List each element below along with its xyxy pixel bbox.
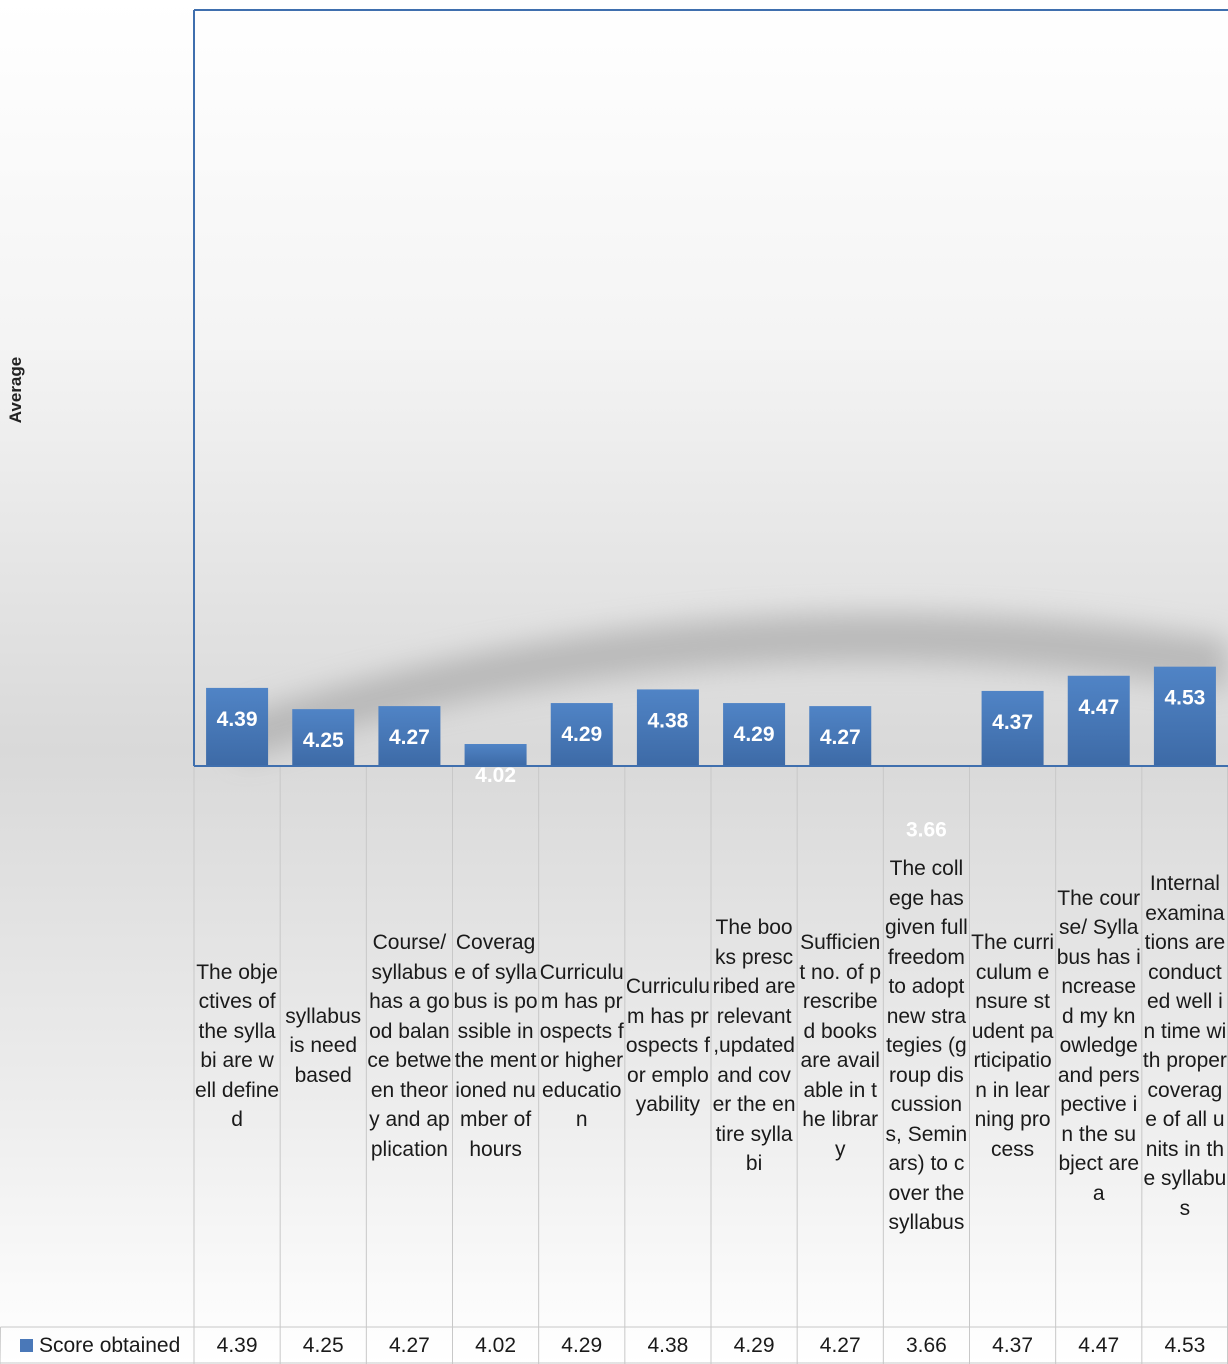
bar xyxy=(292,709,355,766)
table-cell-value: 4.37 xyxy=(992,1333,1034,1357)
bar xyxy=(809,706,872,766)
legend-label: Score obtained xyxy=(39,1333,181,1357)
bar-value-label: 4.47 xyxy=(1078,696,1119,719)
floor-shadow xyxy=(230,613,1228,760)
bar-value-label: 4.27 xyxy=(389,726,430,749)
table-cell-value: 4.29 xyxy=(561,1333,603,1357)
x-tick-label: Sufficient no. of prescribed books are a… xyxy=(799,931,882,1161)
legend-color-key xyxy=(20,1339,33,1352)
bar-value-label: 3.66 xyxy=(906,819,947,842)
bar-value-label: 4.29 xyxy=(734,723,775,746)
bar-value-label: 4.29 xyxy=(561,723,602,746)
bar-value-label: 4.53 xyxy=(1164,687,1205,710)
bar-value-label: 4.02 xyxy=(475,764,516,787)
table-cell-value: 3.66 xyxy=(905,1333,947,1357)
bar-value-label: 4.38 xyxy=(647,709,688,732)
bar xyxy=(723,703,786,766)
bar xyxy=(1153,666,1216,766)
bar xyxy=(981,690,1044,766)
table-cell-value: 4.47 xyxy=(1078,1333,1120,1357)
bar-value-label: 4.27 xyxy=(820,726,861,749)
table-cell-value: 4.25 xyxy=(302,1333,344,1357)
bar xyxy=(464,744,527,766)
bar-value-label: 4.39 xyxy=(217,708,258,731)
table-cell-value: 4.53 xyxy=(1164,1333,1206,1357)
table-cell-value: 4.27 xyxy=(819,1333,861,1357)
x-tick-label: Course/ syllabus has a good balance betw… xyxy=(367,931,452,1161)
bar-value-label: 4.37 xyxy=(992,711,1033,734)
table-cell-value: 4.27 xyxy=(388,1333,430,1357)
x-tick-label: The college has given full freedom to ad… xyxy=(884,857,968,1235)
bar xyxy=(550,703,613,766)
table-cell-value: 4.39 xyxy=(216,1333,258,1357)
table-cell-value: 4.29 xyxy=(733,1333,775,1357)
x-tick-label: The books prescribed are relevant ,updat… xyxy=(712,916,796,1176)
table-gridline xyxy=(0,1326,1,1364)
bar xyxy=(1067,675,1130,766)
x-tick-label: Curriculum has prospects for employabili… xyxy=(625,975,710,1117)
x-tick-label: Coverage of syllabus is possible in the … xyxy=(453,931,538,1161)
bar-value-label: 4.25 xyxy=(303,729,344,752)
bar xyxy=(206,687,269,766)
table-cell-value: 4.38 xyxy=(647,1333,689,1357)
x-tick-label: The curriculum ensure student participat… xyxy=(971,931,1054,1161)
bar xyxy=(636,689,699,766)
legend: Score obtained xyxy=(20,1327,180,1364)
x-tick-label: syllabus is need based xyxy=(285,1004,362,1087)
x-tick-label: The objectives of the syllabi are well d… xyxy=(195,960,280,1132)
x-tick-label: Curriculum has prospects for higher educ… xyxy=(539,960,624,1132)
x-tick-label: The course/ Syllabus has increased my kn… xyxy=(1056,886,1141,1205)
y-axis-label: Average xyxy=(6,356,25,424)
bar xyxy=(378,706,441,766)
table-cell-value: 4.02 xyxy=(475,1333,517,1357)
x-tick-label: Internal examinations are conducted well… xyxy=(1142,872,1227,1220)
